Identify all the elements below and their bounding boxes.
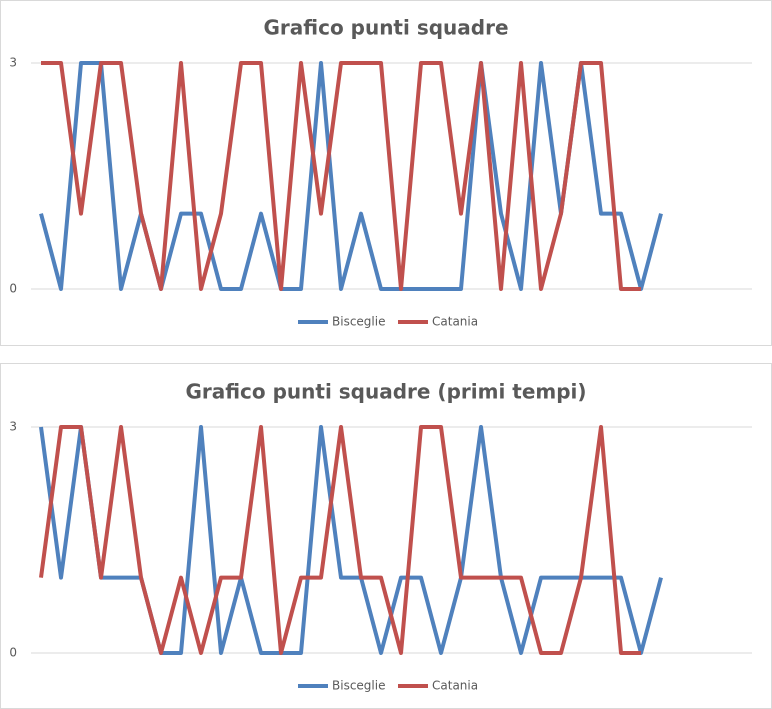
- y-tick-label: 0: [9, 282, 17, 296]
- y-tick-label: 3: [9, 420, 17, 434]
- legend-label: Catania: [432, 679, 478, 693]
- chart-title: Grafico punti squadre (primi tempi): [185, 380, 586, 404]
- chart-frame: [0, 363, 772, 709]
- chart-title: Grafico punti squadre: [263, 16, 508, 40]
- y-tick-label: 0: [9, 646, 17, 660]
- legend-label: Bisceglie: [332, 315, 385, 329]
- series-line: [41, 61, 641, 291]
- y-tick-label: 3: [9, 56, 17, 70]
- series-line: [39, 425, 641, 655]
- legend-label: Bisceglie: [332, 679, 385, 693]
- chart-frame: [0, 0, 772, 346]
- legend-label: Catania: [432, 315, 478, 329]
